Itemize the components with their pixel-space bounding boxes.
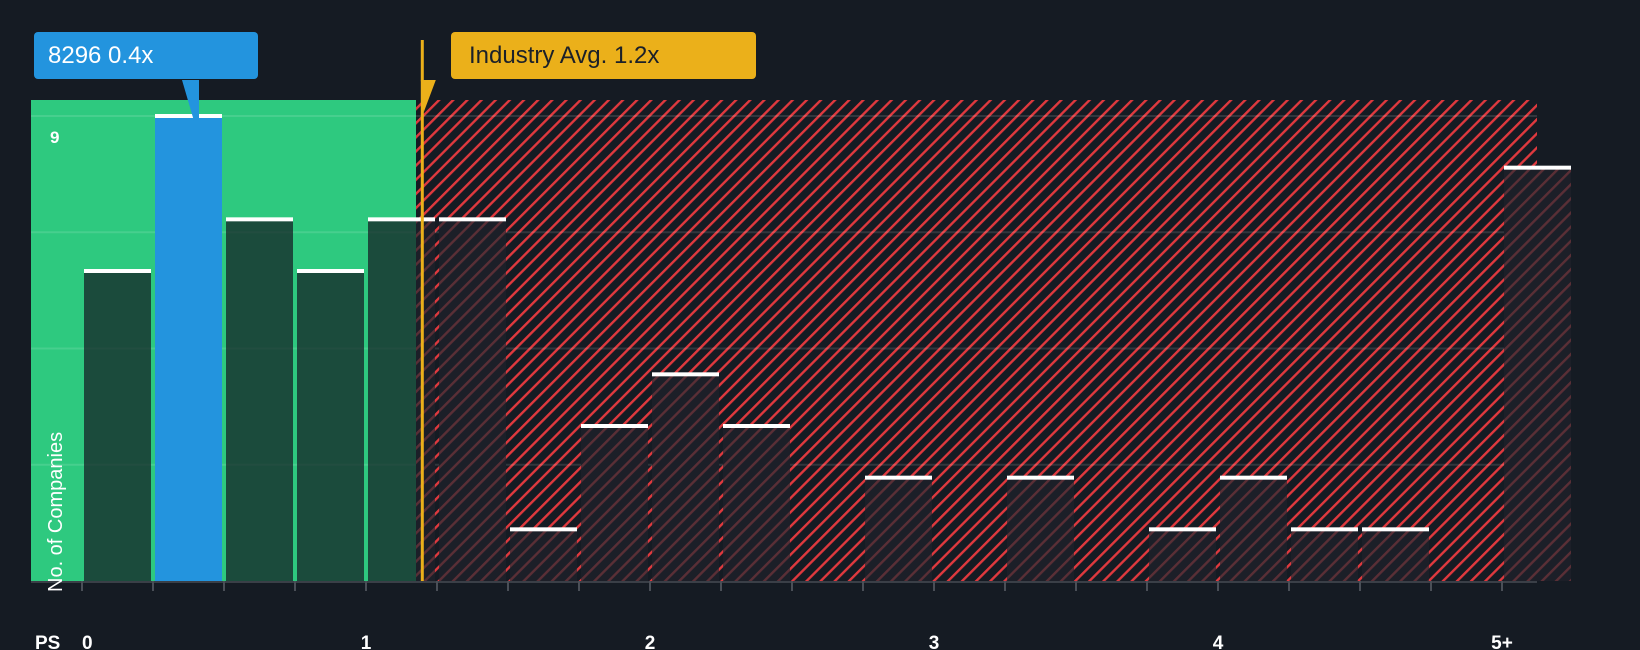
histogram-bar xyxy=(1504,165,1571,581)
bar-body xyxy=(865,477,932,581)
y-tick-label: 9 xyxy=(50,128,59,147)
bar-body xyxy=(1504,167,1571,581)
histogram-bar xyxy=(581,424,648,581)
bar-cap xyxy=(581,424,648,428)
bar-body xyxy=(297,271,364,581)
industry-average-line xyxy=(420,40,424,581)
x-tick-label: 1 xyxy=(361,633,372,650)
x-axis-title: PS xyxy=(35,633,60,650)
x-tick-label: 2 xyxy=(645,633,656,650)
bar-cap xyxy=(1362,527,1429,532)
histogram-bar xyxy=(1291,527,1358,581)
bar-cap xyxy=(439,217,506,222)
histogram-bar xyxy=(510,527,577,581)
x-tick-label: 3 xyxy=(929,633,940,650)
bar-body xyxy=(226,219,293,582)
bar-cap xyxy=(1220,475,1287,480)
bar-cap xyxy=(1149,527,1216,532)
bar-cap xyxy=(84,269,151,273)
histogram-bar xyxy=(439,217,506,582)
bar-body xyxy=(581,426,648,581)
y-axis-title: No. of Companies xyxy=(45,432,67,592)
bar-cap xyxy=(1007,475,1074,480)
company-callout-stem xyxy=(196,80,199,121)
bar-cap xyxy=(723,424,790,428)
bar-body xyxy=(1362,529,1429,581)
histogram-bar xyxy=(1007,475,1074,581)
histogram-bar xyxy=(368,217,435,582)
bar-cap xyxy=(1504,165,1571,170)
company-value-callout: 8296 0.4x xyxy=(34,32,258,79)
company-value-label: 8296 0.4x xyxy=(48,42,154,69)
company-callout-pointer xyxy=(182,80,196,121)
industry-average-callout: Industry Avg. 1.2x xyxy=(451,32,756,79)
x-tick-label: 4 xyxy=(1213,633,1224,650)
bar-body xyxy=(652,374,719,581)
bar-body xyxy=(368,219,416,582)
bar-cap xyxy=(510,527,577,532)
histogram-bar xyxy=(84,269,151,581)
histogram-bar xyxy=(865,475,932,581)
histogram-bar xyxy=(723,424,790,581)
histogram-bar xyxy=(297,269,364,581)
x-tick-label: 0 xyxy=(82,633,93,650)
bar-body xyxy=(1291,529,1358,581)
bar-body xyxy=(1149,529,1216,581)
histogram-bar xyxy=(1362,527,1429,581)
bar-cap xyxy=(652,372,719,377)
bar-body xyxy=(510,529,577,581)
bar-body xyxy=(155,116,222,581)
bar-body xyxy=(1007,477,1074,581)
company-bar xyxy=(155,114,222,581)
bar-body xyxy=(416,219,435,582)
bar-body xyxy=(439,219,506,582)
bar-cap xyxy=(155,114,222,118)
histogram-bar xyxy=(1220,475,1287,581)
histogram-bar xyxy=(652,372,719,581)
bar-cap xyxy=(368,217,435,222)
bar-body xyxy=(1220,477,1287,581)
bar-cap xyxy=(297,269,364,273)
bar-cap xyxy=(1291,527,1358,532)
histogram-bar xyxy=(1149,527,1216,581)
industry-callout-pointer xyxy=(420,80,436,112)
industry-average-label: Industry Avg. 1.2x xyxy=(469,42,660,69)
bar-cap xyxy=(865,475,932,480)
x-tick-label: 5+ xyxy=(1491,633,1513,650)
bar-body xyxy=(723,426,790,581)
bar-cap xyxy=(226,217,293,222)
histogram-bar xyxy=(226,217,293,582)
bar-body xyxy=(84,271,151,581)
